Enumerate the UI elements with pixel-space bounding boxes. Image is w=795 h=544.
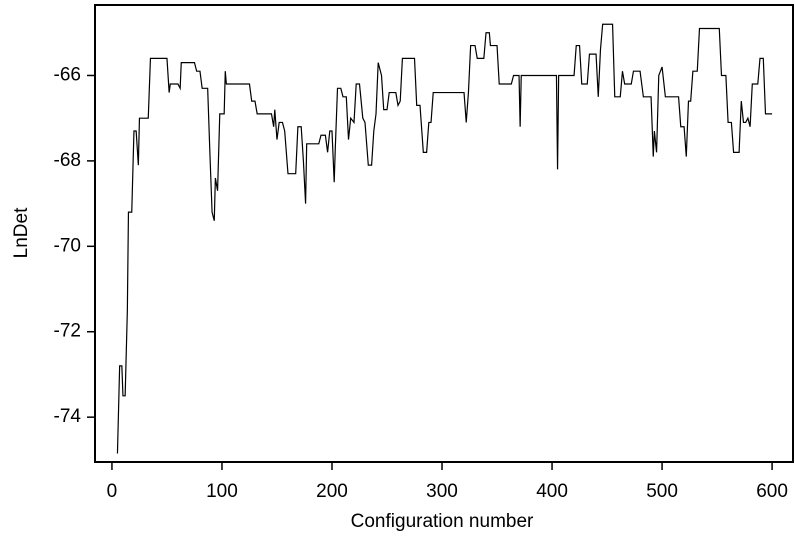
y-axis-label: LnDet xyxy=(11,207,32,258)
x-tick-label: 200 xyxy=(316,481,348,502)
data-line xyxy=(116,23,773,454)
y-tick-label: -66 xyxy=(54,64,81,85)
y-tick-label: -68 xyxy=(54,150,81,171)
x-tick-label: 100 xyxy=(206,481,238,502)
x-tick-label: 400 xyxy=(536,481,568,502)
x-tick-label: 600 xyxy=(756,481,788,502)
x-tick-label: 300 xyxy=(426,481,458,502)
y-tick-label: -72 xyxy=(54,321,81,342)
x-tick-label: 0 xyxy=(107,481,118,502)
plot-frame xyxy=(94,4,794,463)
y-tick-label: -70 xyxy=(54,235,81,256)
y-tick-label: -74 xyxy=(54,406,82,427)
x-tick-label: 500 xyxy=(646,481,678,502)
x-axis-label: Configuration number xyxy=(351,511,534,532)
